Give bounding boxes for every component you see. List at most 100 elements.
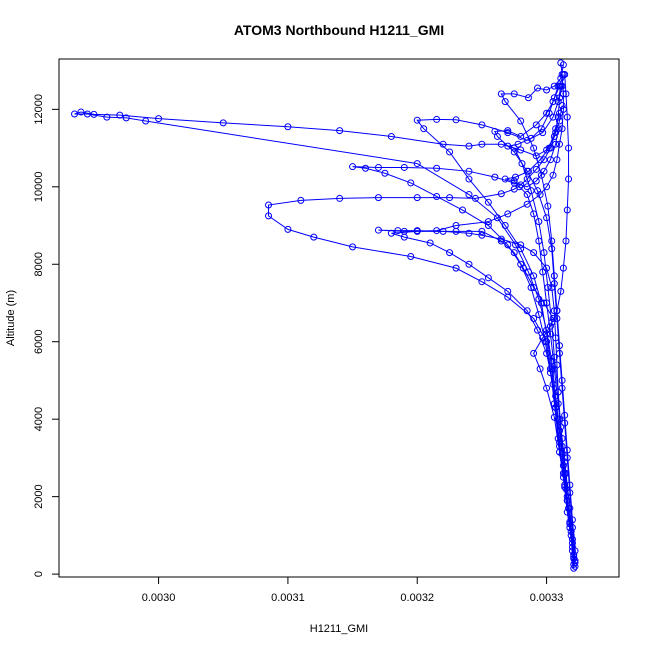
data-point <box>515 183 523 191</box>
data-point <box>510 249 518 257</box>
data-point <box>561 70 569 78</box>
data-point <box>336 194 344 202</box>
data-point <box>557 287 565 295</box>
x-tick-label: 0.0030 <box>142 592 176 604</box>
data-point <box>518 160 526 168</box>
y-tick-label: 2000 <box>33 484 45 508</box>
data-point <box>336 127 344 135</box>
data-point <box>517 117 525 125</box>
data-point <box>387 229 395 237</box>
data-point <box>284 225 292 233</box>
data-point <box>554 400 562 408</box>
y-tick-label: 8000 <box>33 252 45 276</box>
data-point <box>446 249 454 257</box>
data-point <box>559 264 567 272</box>
data-point <box>497 90 505 98</box>
data-point <box>497 140 505 148</box>
data-point <box>566 504 574 512</box>
data-point <box>549 98 557 106</box>
data-point <box>552 140 560 148</box>
data-point <box>478 227 486 235</box>
data-point <box>548 237 556 245</box>
data-point <box>565 175 573 183</box>
data-point <box>559 462 567 470</box>
data-point <box>543 330 551 338</box>
data-point <box>524 94 532 102</box>
data-point <box>465 142 473 150</box>
data-point <box>413 194 421 202</box>
data-point <box>530 314 538 322</box>
data-point <box>465 175 473 183</box>
data-point <box>387 132 395 140</box>
data-point <box>517 146 525 154</box>
data-point <box>563 206 571 214</box>
data-point <box>349 243 357 251</box>
series-1 <box>374 59 578 572</box>
data-point <box>465 260 473 268</box>
data-point <box>539 334 547 342</box>
data-point <box>530 210 538 218</box>
data-point <box>103 113 111 121</box>
data-point <box>297 196 305 204</box>
data-point <box>543 299 551 307</box>
data-point <box>504 127 512 135</box>
data-point <box>504 210 512 218</box>
data-point <box>550 413 558 421</box>
data-point <box>550 365 558 373</box>
data-point <box>540 249 548 257</box>
data-point <box>535 311 543 319</box>
data-point <box>478 121 486 129</box>
data-point <box>478 140 486 148</box>
data-point <box>452 227 460 235</box>
chart-title: ATOM3 Northbound H1211_GMI <box>234 22 444 38</box>
data-point <box>504 129 512 137</box>
data-point <box>501 175 509 183</box>
y-tick-label: 0 <box>33 571 45 577</box>
data-point <box>534 326 542 334</box>
data-point <box>559 61 567 69</box>
data-point <box>553 307 561 315</box>
data-point <box>512 173 520 181</box>
data-point <box>550 82 558 90</box>
data-point <box>459 206 467 214</box>
series-4 <box>349 125 576 551</box>
data-point <box>530 272 538 280</box>
data-point <box>433 115 441 123</box>
data-point <box>517 260 525 268</box>
data-point <box>546 322 554 330</box>
data-point <box>558 376 566 384</box>
data-point <box>566 518 574 526</box>
data-point <box>510 90 518 98</box>
x-axis: 0.0030 0.0031 0.0032 0.0033 <box>142 576 564 604</box>
data-point <box>504 287 512 295</box>
y-axis-title: Altitude (m) <box>5 290 17 346</box>
data-point <box>535 218 543 226</box>
data-point <box>465 229 473 237</box>
data-point <box>426 239 434 247</box>
series-line <box>352 128 573 548</box>
data-point <box>562 237 570 245</box>
data-point <box>556 448 564 456</box>
data-point <box>530 249 538 257</box>
data-point <box>549 314 557 322</box>
data-point <box>374 194 382 202</box>
data-point <box>565 144 573 152</box>
data-point <box>142 117 150 125</box>
data-point <box>539 268 547 276</box>
series-2 <box>265 82 579 566</box>
data-point <box>530 144 538 152</box>
data-point <box>219 119 227 127</box>
y-axis: 0 2000 4000 6000 8000 10000 12000 <box>33 94 59 577</box>
data-point <box>543 264 551 272</box>
x-tick-label: 0.0031 <box>271 592 305 604</box>
x-tick-label: 0.0033 <box>530 592 564 604</box>
data-point <box>554 388 562 396</box>
data-point <box>563 446 571 454</box>
series-line <box>268 86 576 563</box>
data-point <box>491 173 499 181</box>
data-point <box>549 171 557 179</box>
data-point <box>570 553 578 561</box>
data-point <box>310 233 318 241</box>
data-point <box>537 125 545 133</box>
